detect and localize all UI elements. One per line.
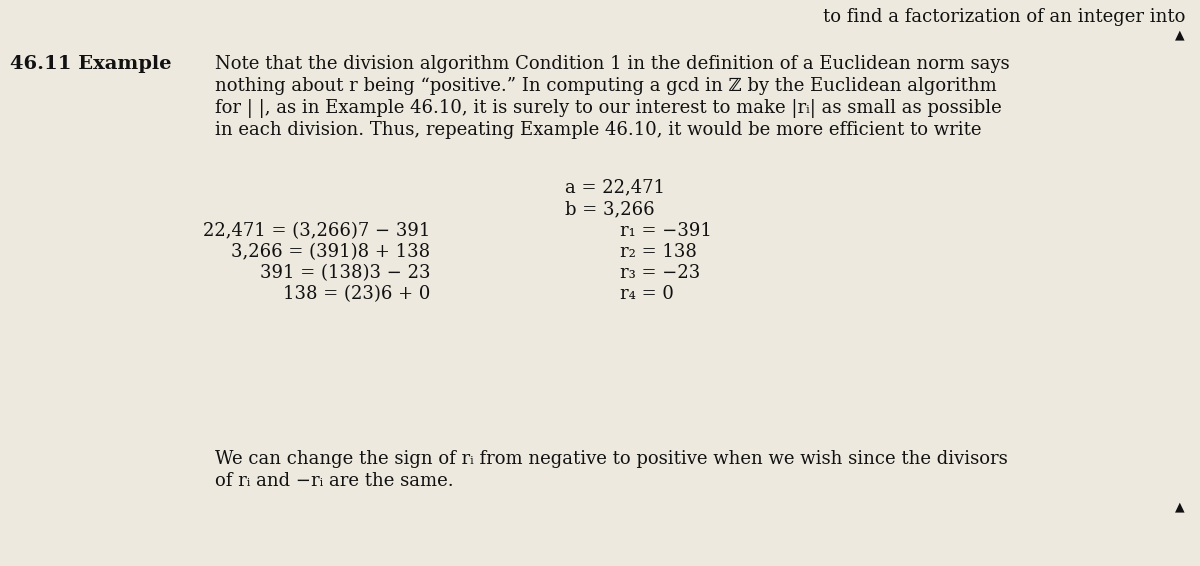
Text: We can change the sign of rᵢ from negative to positive when we wish since the di: We can change the sign of rᵢ from negati… xyxy=(215,450,1008,468)
Text: ▲: ▲ xyxy=(1175,28,1186,41)
Text: in each division. Thus, repeating Example 46.10, it would be more efficient to w: in each division. Thus, repeating Exampl… xyxy=(215,121,982,139)
Text: r₃ = −23: r₃ = −23 xyxy=(620,264,701,282)
Text: for | |, as in Example 46.10, it is surely to our interest to make |rᵢ| as small: for | |, as in Example 46.10, it is sure… xyxy=(215,99,1002,118)
Text: 138 = (23)6 + 0: 138 = (23)6 + 0 xyxy=(283,285,430,303)
Text: 3,266 = (391)8 + 138: 3,266 = (391)8 + 138 xyxy=(230,243,430,261)
Text: 391 = (138)3 − 23: 391 = (138)3 − 23 xyxy=(259,264,430,282)
Text: r₄ = 0: r₄ = 0 xyxy=(620,285,674,303)
Text: a = 22,471: a = 22,471 xyxy=(565,178,665,196)
Text: 46.11 Example: 46.11 Example xyxy=(10,55,172,73)
Text: r₂ = 138: r₂ = 138 xyxy=(620,243,697,261)
Text: r₁ = −391: r₁ = −391 xyxy=(620,222,712,240)
Text: ▲: ▲ xyxy=(1175,500,1186,513)
Text: to find a factorization of an integer into: to find a factorization of an integer in… xyxy=(823,8,1186,26)
Text: 22,471 = (3,266)7 − 391: 22,471 = (3,266)7 − 391 xyxy=(203,222,430,240)
Text: Note that the division algorithm Condition 1 in the definition of a Euclidean no: Note that the division algorithm Conditi… xyxy=(215,55,1009,73)
Text: b = 3,266: b = 3,266 xyxy=(565,200,655,218)
Text: nothing about r being “positive.” In computing a gcd in ℤ by the Euclidean algor: nothing about r being “positive.” In com… xyxy=(215,77,997,95)
Text: of rᵢ and −rᵢ are the same.: of rᵢ and −rᵢ are the same. xyxy=(215,472,454,490)
